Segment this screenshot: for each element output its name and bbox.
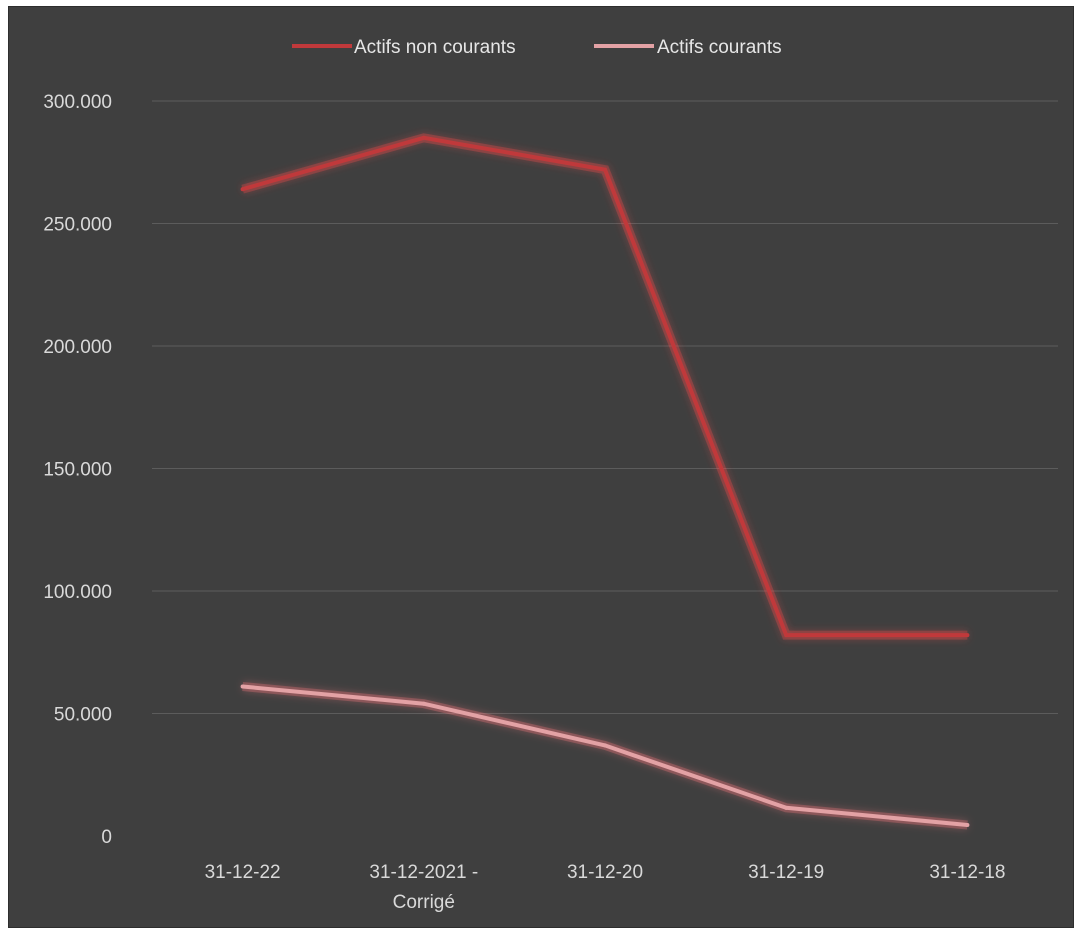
y-tick-label: 50.000 (54, 705, 112, 726)
data-point (421, 135, 426, 140)
x-tick-label: 31-12-2021 -Corrigé (369, 862, 478, 913)
x-tick-label: 31-12-18 (929, 862, 1005, 883)
series-line-glow (242, 682, 968, 830)
y-tick-label: 100.000 (43, 582, 112, 603)
data-point (603, 167, 607, 172)
series-line-glow (241, 133, 968, 640)
data-point (603, 743, 607, 748)
data-point (965, 822, 970, 827)
legend-label: Actifs non courants (354, 37, 516, 58)
y-tick-label: 200.000 (43, 337, 112, 358)
y-tick-label: 0 (101, 827, 112, 848)
gridlines (152, 100, 1058, 714)
data-point (784, 805, 789, 810)
data-point (240, 684, 245, 689)
y-axis: 0 50.000 100.000 150.000 200.000 250.000 300.0… (43, 92, 112, 848)
data-point (421, 701, 426, 706)
y-tick-label: 300.000 (43, 92, 112, 113)
data-point (240, 187, 245, 192)
series-line (242, 135, 968, 638)
x-tick-label: 31-12-19 (748, 862, 824, 883)
series-line (242, 684, 968, 827)
x-axis: 31-12-22 31-12-2021 -Corrigé 31-12-20 31-12… (205, 862, 1006, 913)
legend-label: Actifs courants (657, 37, 782, 58)
y-tick-label: 150.000 (43, 460, 112, 481)
series-lines (240, 133, 970, 830)
legend: Actifs non courants Actifs courants (292, 37, 782, 58)
x-tick-label: 31-12-22 (205, 862, 281, 883)
data-point (965, 633, 970, 638)
x-tick-label: 31-12-20 (567, 862, 643, 883)
data-point (784, 633, 789, 638)
y-tick-label: 250.000 (43, 215, 112, 236)
